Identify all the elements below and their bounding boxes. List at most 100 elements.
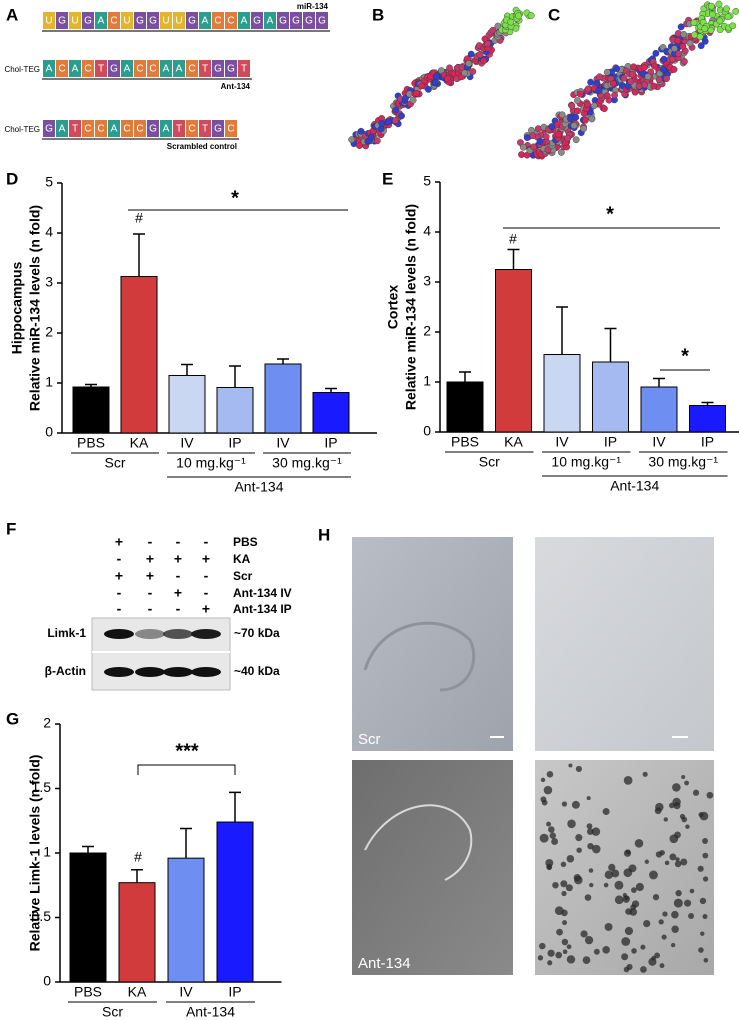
atom	[529, 132, 537, 140]
nucleotide: G	[253, 16, 261, 27]
atom	[519, 143, 527, 151]
stained-cell	[699, 811, 709, 821]
nucleotide: A	[72, 64, 79, 75]
stained-cell	[608, 863, 616, 872]
x-tick-label: IV	[180, 435, 194, 451]
sign: +	[174, 585, 182, 601]
nucleotide-box	[251, 12, 263, 29]
atom	[574, 107, 582, 115]
stained-cell	[568, 763, 573, 768]
nucleotide-box	[82, 120, 94, 137]
stained-cell	[546, 821, 552, 827]
sign: -	[148, 585, 153, 601]
atom	[417, 82, 425, 90]
stained-cell	[603, 882, 609, 888]
atom	[609, 80, 617, 87]
panel-label: E	[382, 169, 393, 188]
sign: -	[204, 585, 209, 601]
group-label: 30 mg.kg⁻¹	[272, 455, 342, 471]
bar	[168, 375, 206, 434]
atom	[723, 5, 730, 13]
annotation: #	[135, 210, 143, 226]
stained-cell	[582, 956, 591, 964]
atom	[558, 111, 566, 119]
stained-cell	[561, 938, 569, 946]
stained-cell	[649, 870, 658, 880]
y-axis-label: Relative Limk-1 levels (n fold)	[27, 755, 43, 952]
group-label: Scr	[102, 1004, 123, 1020]
nucleotide-box	[95, 120, 107, 137]
nucleotide-box	[199, 12, 211, 29]
y-axis-label: Hippocampus	[9, 262, 25, 355]
x-tick-label: IP	[604, 434, 617, 450]
micrograph	[352, 760, 513, 975]
atom	[348, 136, 356, 144]
micrograph	[352, 537, 513, 751]
stained-cell	[662, 911, 668, 917]
stained-cell	[566, 944, 572, 950]
stained-cell	[672, 783, 681, 792]
atom	[681, 58, 688, 65]
stained-cell	[587, 842, 594, 850]
sign: +	[115, 534, 123, 550]
atom	[651, 62, 659, 70]
nucleotide: A	[176, 64, 183, 75]
stained-cell	[671, 910, 679, 919]
atom	[732, 7, 739, 15]
stained-cell	[565, 884, 573, 892]
conjugate-label: Chol-TEG	[4, 125, 40, 134]
nucleotide-box	[43, 120, 55, 137]
stained-cell	[562, 920, 568, 926]
stained-cell	[706, 791, 714, 799]
atom	[480, 57, 488, 65]
nucleotide-box	[264, 12, 276, 29]
atom	[587, 78, 595, 86]
sign: +	[146, 568, 154, 584]
atom	[572, 136, 580, 144]
atom	[373, 137, 381, 145]
band	[163, 667, 193, 677]
error-bar	[701, 401, 714, 406]
nucleotide-box	[186, 12, 198, 29]
nucleotide-box	[199, 60, 211, 77]
nucleotide-box	[212, 60, 224, 77]
panel-label: H	[318, 525, 330, 544]
stained-cell	[659, 963, 665, 969]
atom	[444, 75, 451, 83]
nucleotide-box	[160, 120, 172, 137]
nucleotide: U	[123, 16, 130, 27]
nucleotide: U	[45, 16, 52, 27]
x-tick-label: PBS	[77, 435, 105, 451]
nucleotide: T	[176, 124, 182, 135]
stained-cell	[631, 887, 637, 893]
nucleotide: C	[84, 64, 91, 75]
stained-cell	[549, 832, 556, 839]
stained-cell	[574, 875, 583, 885]
atom	[384, 118, 392, 126]
stained-cell	[543, 785, 553, 795]
condition-label: Ant-134 IP	[233, 602, 292, 616]
nucleotide-box	[225, 12, 237, 29]
nucleotide-box	[225, 120, 237, 137]
stained-cell	[671, 925, 679, 934]
stained-cell	[670, 942, 676, 948]
stained-cell	[623, 868, 633, 878]
atom	[716, 17, 724, 25]
stained-cell	[643, 920, 651, 928]
nucleotide-box	[82, 60, 94, 77]
nucleotide-box	[134, 12, 146, 29]
atom	[613, 65, 621, 72]
atom	[674, 37, 682, 44]
sign: +	[202, 601, 210, 617]
error-bar	[604, 327, 617, 362]
atom	[367, 133, 375, 141]
atom	[611, 91, 618, 99]
stained-cell	[561, 890, 567, 897]
atom	[548, 123, 556, 130]
bar	[120, 276, 158, 434]
stained-cell	[702, 852, 709, 859]
nucleotide: C	[188, 124, 195, 135]
nucleotide: U	[71, 16, 78, 27]
nucleotide: C	[214, 16, 221, 27]
panel-label: F	[6, 519, 16, 538]
